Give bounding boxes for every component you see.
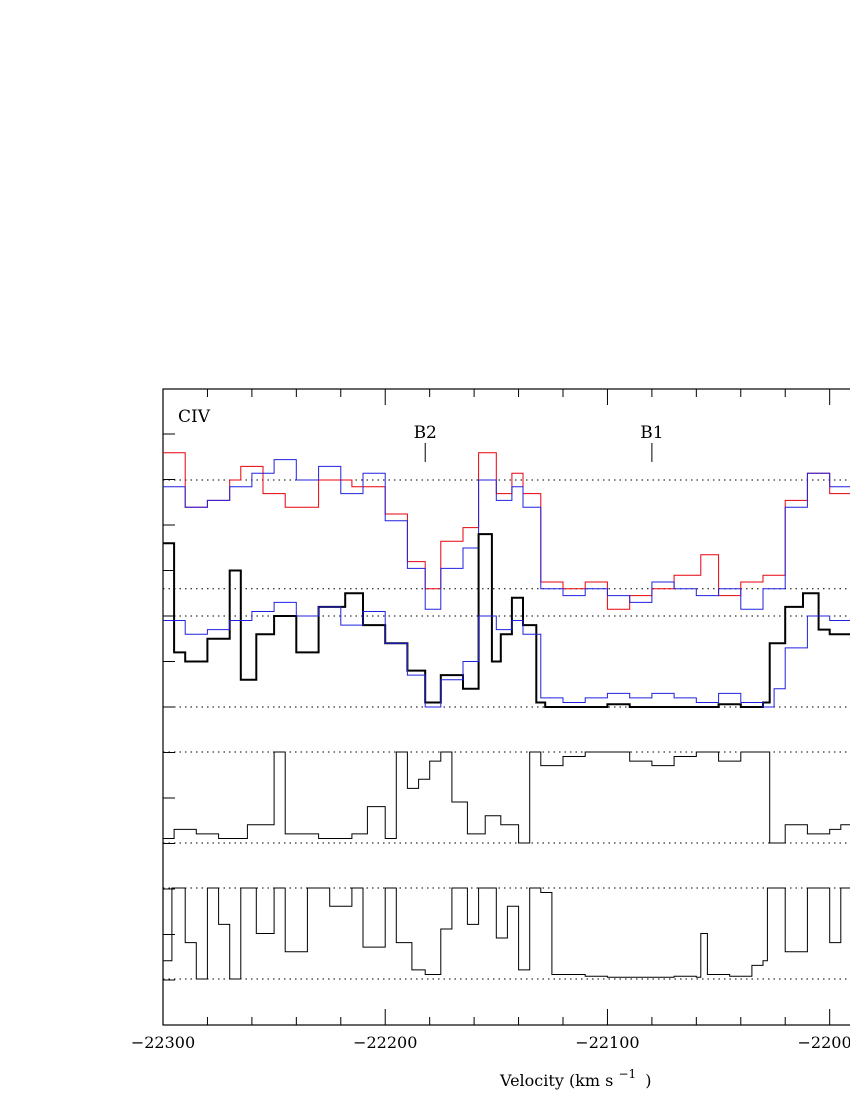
x-axis-label-main: Velocity (km s — [499, 1071, 613, 1090]
series-line-middle-1 — [163, 601, 850, 708]
marker-label: B2 — [414, 423, 437, 443]
x-axis-label-exponent: −1 — [618, 1067, 636, 1081]
x-tick-label: −22300 — [131, 1033, 195, 1052]
x-axis-ticks — [162, 389, 831, 1025]
x-axis-label-close: ) — [645, 1071, 651, 1090]
panel-top — [163, 452, 850, 610]
y-axis-ticks — [163, 433, 175, 981]
marker-label: B1 — [640, 423, 663, 443]
series-line-top-0 — [163, 452, 850, 610]
series-line-covering-fraction-0 — [163, 751, 850, 844]
x-tick-label: −22200 — [353, 1033, 417, 1052]
plot-panels — [163, 452, 850, 980]
x-axis-label: Velocity (km s −1 ) — [499, 1063, 651, 1090]
series-line-optical-depth-0 — [163, 887, 850, 980]
ion-label: CIV — [178, 407, 211, 427]
panel-covering-fraction — [163, 751, 850, 844]
series-line-top-1 — [163, 459, 850, 610]
component-markers: B2 B1 — [414, 423, 664, 462]
x-tick-label: −22100 — [575, 1033, 639, 1052]
panel-optical-depth — [163, 887, 850, 980]
x-tick-label: −22000 — [798, 1033, 850, 1052]
panel-middle — [163, 533, 850, 708]
series-line-middle-0 — [163, 533, 850, 708]
x-axis-tick-labels: −22300 −22200 −22100 −22000 — [131, 1033, 850, 1052]
